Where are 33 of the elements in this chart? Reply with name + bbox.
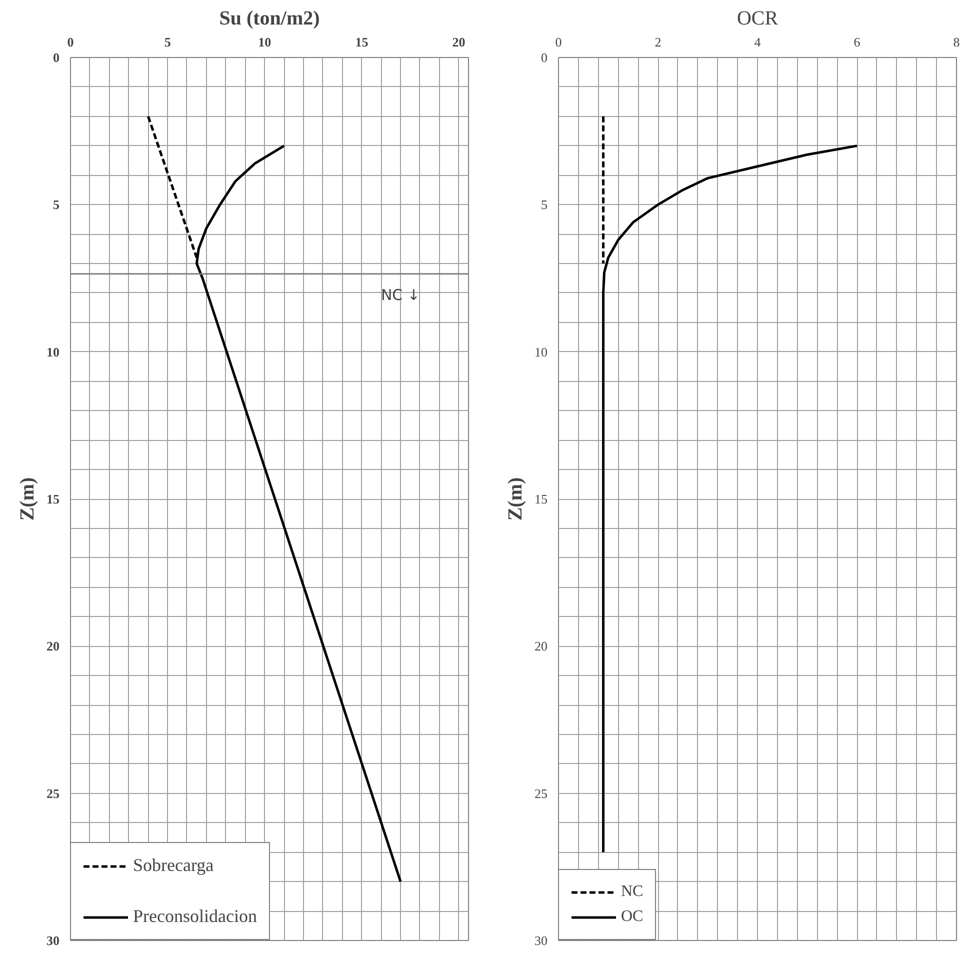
y-tick-label: 20: [46, 638, 60, 654]
x-tick-label: 4: [754, 34, 762, 50]
x-tick-label: 0: [67, 34, 74, 50]
chart-title: OCR: [736, 8, 779, 30]
ref-line-label: NC ↓: [380, 286, 420, 304]
y-tick-label: 30: [534, 933, 548, 948]
y-axis-title: Z(m): [16, 477, 38, 521]
y-tick-label: 15: [534, 492, 548, 506]
x-tick-label: 15: [355, 34, 369, 50]
y-tick-label: 20: [534, 638, 548, 654]
y-tick-label: 5: [541, 197, 548, 212]
y-tick-label: 5: [53, 197, 60, 212]
y-tick-label: 25: [534, 786, 548, 801]
chart-title: Su (ton/m2): [219, 8, 320, 30]
legend-label: NC: [621, 883, 644, 901]
legend-label: Sobrecarga: [133, 855, 214, 876]
legend-label: Preconsolidacion: [133, 906, 257, 927]
y-tick-label: 15: [46, 492, 60, 506]
y-tick-label: 0: [541, 50, 548, 65]
y-tick-label: 10: [46, 344, 60, 360]
legend-label: OC: [621, 908, 644, 926]
y-tick-label: 10: [534, 344, 548, 360]
x-tick-label: 6: [854, 34, 861, 50]
y-tick-label: 0: [53, 50, 60, 65]
y-tick-label: 25: [46, 786, 60, 801]
x-tick-label: 0: [555, 34, 562, 50]
x-tick-label: 20: [452, 34, 466, 50]
y-axis-title: Z(m): [504, 477, 526, 521]
x-tick-label: 10: [258, 34, 272, 50]
x-tick-label: 5: [164, 34, 172, 50]
x-tick-label: 2: [654, 34, 662, 50]
x-tick-label: 8: [953, 34, 960, 50]
y-tick-label: 30: [46, 933, 60, 948]
